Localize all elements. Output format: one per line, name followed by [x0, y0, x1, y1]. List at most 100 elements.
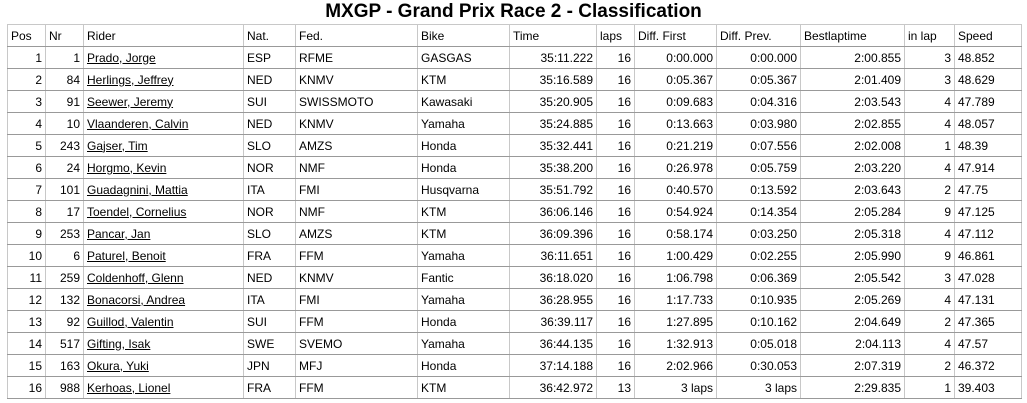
- cell-time: 37:14.188: [509, 354, 597, 377]
- cell-bestlaptime: 2:02.008: [800, 134, 905, 157]
- cell-diff-first: 3 laps: [634, 376, 717, 399]
- cell-nat: SWE: [243, 332, 296, 355]
- table-row: 3 91 Seewer, Jeremy SUI SWISSMOTO Kawasaki 35:…: [7, 90, 1022, 113]
- rider-link[interactable]: Bonacorsi, Andrea: [87, 292, 186, 307]
- cell-laps: 16: [596, 244, 635, 267]
- cell-nat: SLO: [243, 222, 296, 245]
- rider-link[interactable]: Herlings, Jeffrey: [87, 72, 174, 87]
- cell-bestlaptime: 2:04.113: [800, 332, 905, 355]
- column-header-bestlaptime: Bestlaptime: [800, 24, 905, 47]
- cell-rider: Paturel, Benoit: [83, 244, 244, 267]
- cell-fed: FFM: [295, 244, 418, 267]
- cell-nat: NED: [243, 266, 296, 289]
- rider-link[interactable]: Pancar, Jan: [87, 226, 151, 241]
- cell-nat: SUI: [243, 90, 296, 113]
- column-header-laps: laps: [596, 24, 635, 47]
- cell-pos: 2: [7, 68, 46, 91]
- cell-laps: 16: [596, 222, 635, 245]
- cell-nr: 163: [45, 354, 84, 377]
- cell-pos: 10: [7, 244, 46, 267]
- cell-diff-first: 0:21.219: [634, 134, 717, 157]
- cell-in-lap: 4: [904, 288, 955, 311]
- table-row: 15 163 Okura, Yuki JPN MFJ Honda 37:14.188 16 2:…: [7, 354, 1022, 377]
- rider-link[interactable]: Kerhoas, Lionel: [87, 380, 171, 395]
- cell-nat: FRA: [243, 376, 296, 399]
- table-row: 13 92 Guillod, Valentin SUI FFM Honda 36:39.11…: [7, 310, 1022, 333]
- cell-diff-first: 0:05.367: [634, 68, 717, 91]
- cell-fed: FMI: [295, 288, 418, 311]
- cell-laps: 16: [596, 266, 635, 289]
- cell-speed: 47.125: [954, 200, 1022, 223]
- cell-bike: Yamaha: [417, 112, 510, 135]
- cell-bike: Kawasaki: [417, 90, 510, 113]
- cell-laps: 16: [596, 90, 635, 113]
- rider-link[interactable]: Guadagnini, Mattia: [87, 182, 188, 197]
- cell-in-lap: 1: [904, 376, 955, 399]
- rider-link[interactable]: Gifting, Isak: [87, 336, 151, 351]
- cell-nr: 10: [45, 112, 84, 135]
- cell-pos: 9: [7, 222, 46, 245]
- cell-nat: SUI: [243, 310, 296, 333]
- cell-speed: 46.861: [954, 244, 1022, 267]
- header-row: Pos Nr Rider Nat. Fed. Bike Time laps Diff. Firs…: [7, 24, 1022, 47]
- cell-nr: 243: [45, 134, 84, 157]
- cell-rider: Coldenhoff, Glenn: [83, 266, 244, 289]
- cell-rider: Herlings, Jeffrey: [83, 68, 244, 91]
- cell-bike: Fantic: [417, 266, 510, 289]
- cell-rider: Horgmo, Kevin: [83, 156, 244, 179]
- cell-time: 35:38.200: [509, 156, 597, 179]
- rider-link[interactable]: Okura, Yuki: [87, 358, 149, 373]
- cell-in-lap: 2: [904, 178, 955, 201]
- rider-link[interactable]: Vlaanderen, Calvin: [87, 116, 189, 131]
- cell-bike: Yamaha: [417, 332, 510, 355]
- cell-pos: 3: [7, 90, 46, 113]
- rider-link[interactable]: Gajser, Tim: [87, 138, 148, 153]
- cell-fed: AMZS: [295, 134, 418, 157]
- cell-pos: 7: [7, 178, 46, 201]
- cell-bike: Honda: [417, 354, 510, 377]
- cell-rider: Prado, Jorge: [83, 46, 244, 69]
- cell-diff-prev: 0:04.316: [716, 90, 801, 113]
- cell-rider: Okura, Yuki: [83, 354, 244, 377]
- cell-time: 36:18.020: [509, 266, 597, 289]
- table-body: 1 1 Prado, Jorge ESP RFME GASGAS 35:11.222 16 0:…: [7, 46, 1022, 399]
- cell-bike: KTM: [417, 222, 510, 245]
- cell-rider: Gajser, Tim: [83, 134, 244, 157]
- cell-bestlaptime: 2:03.220: [800, 156, 905, 179]
- cell-diff-first: 1:27.895: [634, 310, 717, 333]
- cell-laps: 16: [596, 288, 635, 311]
- rider-link[interactable]: Toendel, Cornelius: [87, 204, 187, 219]
- cell-time: 36:09.396: [509, 222, 597, 245]
- cell-nat: ESP: [243, 46, 296, 69]
- cell-pos: 15: [7, 354, 46, 377]
- cell-time: 35:11.222: [509, 46, 597, 69]
- cell-diff-first: 0:26.978: [634, 156, 717, 179]
- rider-link[interactable]: Paturel, Benoit: [87, 248, 166, 263]
- cell-fed: AMZS: [295, 222, 418, 245]
- cell-time: 35:51.792: [509, 178, 597, 201]
- cell-diff-prev: 0:05.018: [716, 332, 801, 355]
- cell-bestlaptime: 2:03.643: [800, 178, 905, 201]
- cell-bestlaptime: 2:03.543: [800, 90, 905, 113]
- cell-nat: JPN: [243, 354, 296, 377]
- cell-time: 36:28.955: [509, 288, 597, 311]
- cell-bestlaptime: 2:07.319: [800, 354, 905, 377]
- rider-link[interactable]: Guillod, Valentin: [87, 314, 174, 329]
- cell-in-lap: 4: [904, 156, 955, 179]
- cell-in-lap: 3: [904, 266, 955, 289]
- cell-laps: 16: [596, 134, 635, 157]
- cell-diff-prev: 0:05.759: [716, 156, 801, 179]
- cell-bestlaptime: 2:05.990: [800, 244, 905, 267]
- column-header-pos: Pos: [7, 24, 46, 47]
- rider-link[interactable]: Horgmo, Kevin: [87, 160, 167, 175]
- cell-diff-first: 1:06.798: [634, 266, 717, 289]
- cell-diff-prev: 0:05.367: [716, 68, 801, 91]
- cell-nr: 6: [45, 244, 84, 267]
- rider-link[interactable]: Coldenhoff, Glenn: [87, 270, 184, 285]
- cell-speed: 47.112: [954, 222, 1022, 245]
- cell-fed: NMF: [295, 200, 418, 223]
- cell-bestlaptime: 2:02.855: [800, 112, 905, 135]
- cell-nr: 253: [45, 222, 84, 245]
- rider-link[interactable]: Seewer, Jeremy: [87, 94, 174, 109]
- rider-link[interactable]: Prado, Jorge: [87, 50, 156, 65]
